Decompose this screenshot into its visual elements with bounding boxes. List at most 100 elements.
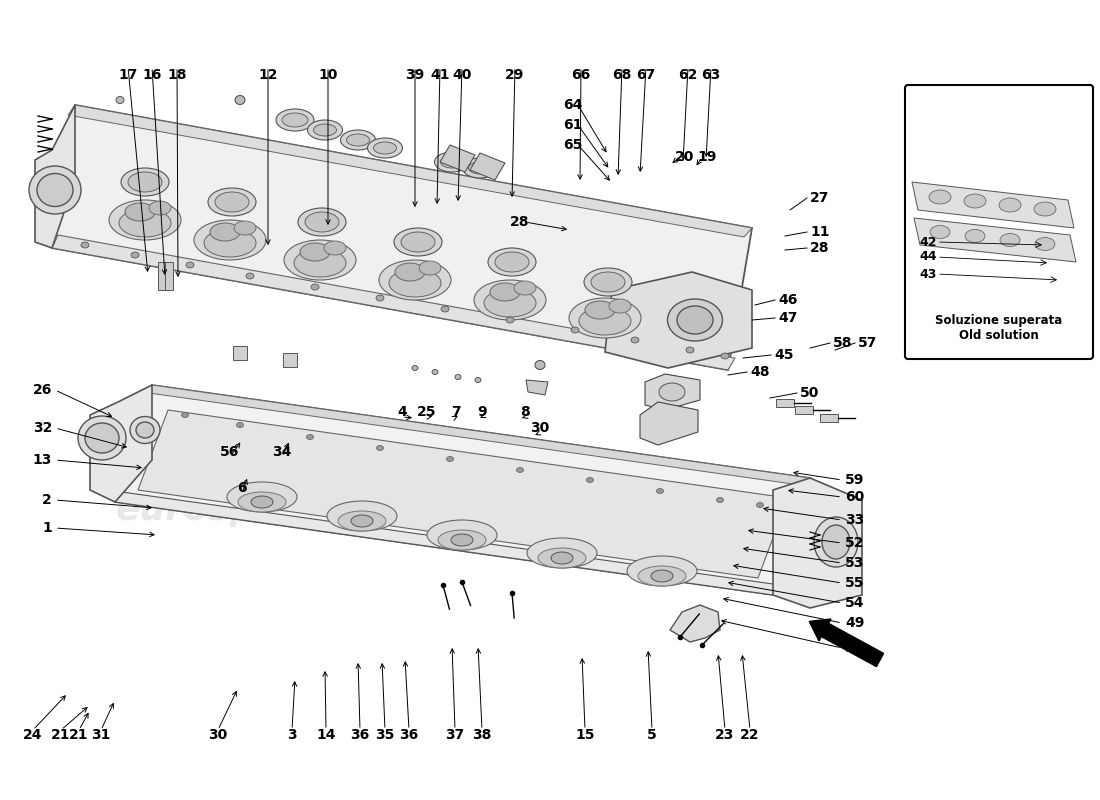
- Ellipse shape: [930, 190, 952, 204]
- Ellipse shape: [341, 130, 375, 150]
- Ellipse shape: [85, 423, 119, 453]
- Ellipse shape: [999, 198, 1021, 212]
- Ellipse shape: [294, 249, 346, 277]
- Ellipse shape: [116, 97, 124, 103]
- Text: 45: 45: [774, 348, 793, 362]
- Ellipse shape: [298, 208, 346, 236]
- Ellipse shape: [469, 162, 492, 174]
- Ellipse shape: [284, 240, 356, 280]
- Ellipse shape: [238, 492, 286, 512]
- Ellipse shape: [584, 268, 632, 296]
- Ellipse shape: [965, 230, 985, 242]
- Ellipse shape: [427, 520, 497, 550]
- Text: 13: 13: [33, 453, 52, 467]
- Ellipse shape: [282, 113, 308, 127]
- Text: 18: 18: [167, 68, 187, 82]
- Ellipse shape: [757, 502, 763, 507]
- Text: 48: 48: [750, 365, 770, 379]
- Ellipse shape: [314, 124, 337, 136]
- Text: 15: 15: [575, 728, 595, 742]
- Bar: [776, 399, 794, 407]
- Text: 16: 16: [142, 68, 162, 82]
- Ellipse shape: [346, 134, 370, 146]
- Ellipse shape: [538, 548, 586, 568]
- Polygon shape: [90, 385, 152, 502]
- Text: 14: 14: [317, 728, 336, 742]
- Text: 58: 58: [833, 336, 853, 350]
- Ellipse shape: [720, 353, 729, 359]
- Polygon shape: [52, 105, 752, 370]
- Ellipse shape: [638, 566, 686, 586]
- Text: 21: 21: [69, 728, 89, 742]
- Text: 4: 4: [397, 405, 407, 419]
- Text: 40: 40: [452, 68, 472, 82]
- Bar: [158, 262, 166, 290]
- Text: 67: 67: [637, 68, 656, 82]
- Ellipse shape: [246, 273, 254, 279]
- Ellipse shape: [402, 232, 434, 252]
- Ellipse shape: [324, 241, 346, 255]
- Ellipse shape: [128, 172, 162, 192]
- Ellipse shape: [440, 156, 463, 168]
- Ellipse shape: [495, 252, 529, 272]
- Text: 29: 29: [505, 68, 525, 82]
- Ellipse shape: [591, 272, 625, 292]
- Ellipse shape: [432, 370, 438, 374]
- Text: Soluzione superata
Old solution: Soluzione superata Old solution: [935, 314, 1063, 342]
- Ellipse shape: [1035, 238, 1055, 250]
- Ellipse shape: [490, 283, 520, 301]
- Text: 62: 62: [679, 68, 697, 82]
- Ellipse shape: [227, 482, 297, 512]
- Ellipse shape: [305, 212, 339, 232]
- Bar: [233, 346, 248, 360]
- Text: 23: 23: [715, 728, 735, 742]
- Ellipse shape: [475, 378, 481, 382]
- Text: 26: 26: [33, 383, 52, 397]
- Ellipse shape: [308, 120, 342, 140]
- Ellipse shape: [668, 299, 723, 341]
- Text: 54: 54: [845, 596, 865, 610]
- Text: 22: 22: [740, 728, 760, 742]
- Text: 28: 28: [510, 215, 530, 229]
- Ellipse shape: [686, 347, 694, 353]
- Text: 20: 20: [675, 150, 695, 164]
- Ellipse shape: [208, 188, 256, 216]
- Text: 41: 41: [430, 68, 450, 82]
- Text: 12: 12: [258, 68, 277, 82]
- Polygon shape: [605, 272, 752, 368]
- Text: 34: 34: [273, 445, 292, 459]
- Ellipse shape: [119, 209, 170, 237]
- Ellipse shape: [609, 299, 631, 313]
- Polygon shape: [470, 153, 505, 180]
- Ellipse shape: [307, 434, 314, 439]
- Ellipse shape: [527, 538, 597, 568]
- Ellipse shape: [376, 446, 384, 450]
- Text: 19: 19: [697, 150, 717, 164]
- Polygon shape: [645, 374, 700, 410]
- Ellipse shape: [131, 252, 139, 258]
- Text: 21: 21: [52, 728, 70, 742]
- Ellipse shape: [109, 200, 182, 240]
- Ellipse shape: [579, 307, 631, 335]
- Text: 36: 36: [351, 728, 370, 742]
- Text: eurospares: eurospares: [116, 493, 344, 527]
- Ellipse shape: [210, 223, 240, 241]
- Ellipse shape: [29, 166, 81, 214]
- Polygon shape: [68, 105, 752, 237]
- Ellipse shape: [814, 517, 858, 567]
- Ellipse shape: [462, 158, 497, 178]
- Text: 2: 2: [42, 493, 52, 507]
- Text: 25: 25: [417, 405, 437, 419]
- Ellipse shape: [517, 467, 524, 473]
- Polygon shape: [52, 235, 735, 370]
- Polygon shape: [912, 182, 1074, 228]
- Ellipse shape: [379, 260, 451, 300]
- Ellipse shape: [434, 152, 470, 172]
- Polygon shape: [138, 410, 788, 578]
- FancyBboxPatch shape: [905, 85, 1093, 359]
- Text: 66: 66: [571, 68, 591, 82]
- Ellipse shape: [455, 374, 461, 379]
- Text: 56: 56: [220, 445, 240, 459]
- Text: 60: 60: [845, 490, 865, 504]
- Text: 53: 53: [845, 556, 865, 570]
